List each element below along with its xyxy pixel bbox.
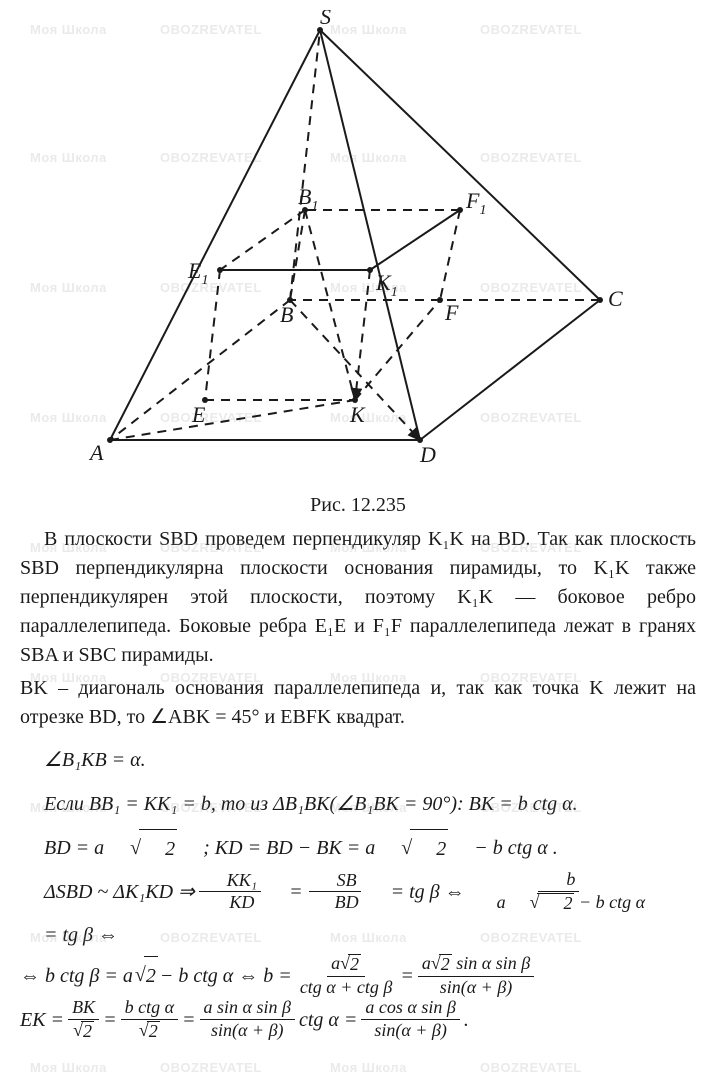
eq4-f3d-sqrt: 2: [537, 893, 574, 914]
eq-bd: BD = a √2 ; KD = BD − BK = a √2 − b ctg …: [20, 826, 696, 870]
eq5-f2n-pre: a: [422, 953, 431, 973]
label-E: E: [191, 402, 206, 427]
eq6-f1d-sqrt: 2: [81, 1021, 94, 1042]
eq5-f1d: ctg α + ctg β: [296, 977, 397, 998]
solution-text: В плоскости SBD проведем перпендикуляр K…: [0, 517, 716, 732]
eq3-sqrt: 2: [139, 829, 177, 868]
eq6-f3d: sin(α + β): [207, 1020, 288, 1041]
eq6-f4n: a cos α sin β: [361, 998, 459, 1020]
eq-angle: ∠B₁KB = α.: [20, 738, 696, 782]
eq5-f1n-pre: a: [331, 953, 340, 973]
math-derivation: ∠B₁KB = α. Если BB₁ = KK₁ = b, то из ΔB₁…: [0, 736, 716, 1044]
eq5-f2n-sqrt: 2: [439, 954, 452, 975]
paragraph-1: В плоскости SBD проведем перпендикуляр K…: [20, 525, 696, 670]
eq5-f2d: sin(α + β): [436, 977, 517, 998]
label-C: C: [608, 286, 623, 311]
eq4-eq1: =: [265, 873, 303, 911]
label-F1: F1: [465, 188, 486, 218]
eq6-f4d: sin(α + β): [370, 1020, 451, 1041]
eq5-f2n: a√2 sin α sin β: [418, 954, 534, 977]
eq6-f2d: √2: [135, 1020, 164, 1042]
eq-solve-b: ⇔ b ctg β = a √2 − b ctg α ⇔ b = a√2 ctg…: [20, 954, 696, 998]
eq6-lead: EK =: [20, 1001, 64, 1039]
eq4-mid: = tg β ⇔: [367, 873, 465, 911]
eq6-f2d-sqrt: 2: [147, 1021, 160, 1042]
eq4-f3d-pre: a: [497, 892, 506, 912]
eq4-f1d: KD: [201, 892, 258, 913]
eq4-f1n: KK₁: [199, 871, 261, 893]
eq5-f1n-sqrt: 2: [348, 954, 361, 975]
eq6-f1n: BK: [68, 998, 99, 1020]
label-A: A: [88, 440, 104, 465]
eq2-text: Если BB₁ = KK₁ = b, то из ΔB₁BK(∠B₁BK = …: [20, 785, 578, 823]
eq-similar: ΔSBD ~ ΔK₁KD ⇒ KK₁KD = SBBD = tg β ⇔ b a…: [20, 870, 696, 954]
geometry-diagram: S A D C B E K F E1 K1 F1 B1: [0, 0, 716, 490]
label-K: K: [349, 402, 366, 427]
eq6-end: .: [464, 1001, 469, 1039]
eq5-sqrt1: 2: [144, 956, 158, 995]
eq-bb1: Если BB₁ = KK₁ = b, то из ΔB₁BK(∠B₁BK = …: [20, 782, 696, 826]
eq3-lead: BD = a: [20, 829, 104, 867]
eq6-eq1: =: [103, 1001, 117, 1039]
eq5-lead: ⇔ b ctg β = a: [20, 957, 133, 995]
eq1-text: ∠B₁KB = α.: [20, 741, 146, 779]
eq3-mid: ; KD = BD − BK = a: [179, 829, 375, 867]
eq4-f3n: b: [538, 870, 579, 892]
label-K1: K1: [375, 270, 398, 300]
eq6-f1d: √2: [69, 1020, 98, 1042]
eq4-f3d: a√2 − b ctg α: [469, 892, 649, 914]
eq6-f3n: a sin α sin β: [200, 998, 295, 1020]
label-D: D: [419, 442, 436, 467]
eq6-f2n: b ctg α: [121, 998, 178, 1020]
eq-ek: EK = BK √2 = b ctg α √2 = a sin α sin β …: [20, 998, 696, 1042]
eq6-mid: ctg α =: [299, 1001, 357, 1039]
eq5-f2n-post: sin α sin β: [452, 953, 530, 973]
eq5-eq: =: [400, 957, 414, 995]
label-B: B: [280, 302, 293, 327]
eq4-f3d-post: − b ctg α: [574, 892, 645, 912]
figure-caption: Рис. 12.235: [0, 494, 716, 517]
eq4-lead: ΔSBD ~ ΔK₁KD ⇒: [20, 873, 195, 911]
paragraph-2: BK – диагональ основания параллелепипеда…: [20, 674, 696, 732]
eq6-eq2: =: [182, 1001, 196, 1039]
eq3-sqrt2: 2: [410, 829, 448, 868]
eq4-end: = tg β ⇔: [20, 916, 118, 954]
eq3-tail: − b ctg α .: [450, 829, 557, 867]
label-S: S: [320, 10, 331, 29]
pyramid-svg: S A D C B E K F E1 K1 F1 B1: [80, 10, 640, 480]
eq5-mid: − b ctg α ⇔ b =: [160, 957, 292, 995]
eq5-f1n: a√2: [327, 954, 365, 977]
eq4-f2d: BD: [307, 892, 363, 913]
label-F: F: [444, 300, 459, 325]
eq4-f2n: SB: [309, 871, 361, 893]
